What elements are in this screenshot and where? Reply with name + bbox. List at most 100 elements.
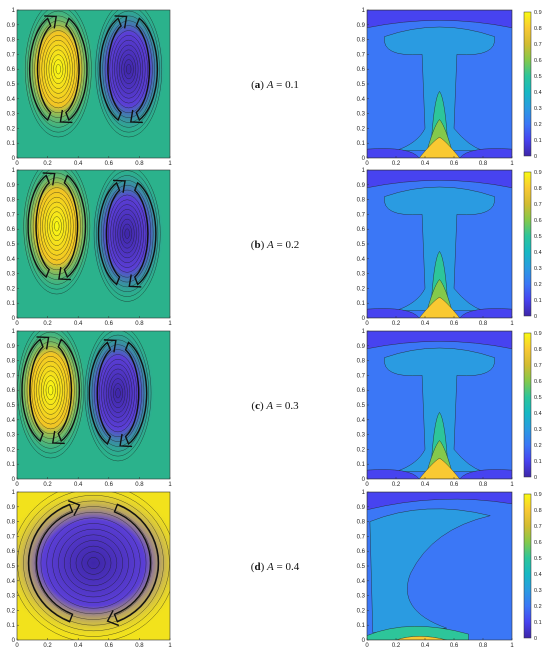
flow-arrow-band xyxy=(97,181,121,286)
panel-b: 0 0.2 0.4 0.6 0.8 1 0 0.1 0.2 0.3 0.4 0.5 0.6 0.7 0.8 0… xyxy=(7,168,542,327)
colorbar-tick-label: 0.3 xyxy=(534,427,542,433)
isotherm-plot: 0 0.2 0.4 0.6 0.8 1 0 0.1 0.2 0.3 0.4 0.5 0.6 0.7 0.8 0… xyxy=(357,168,542,327)
streamline xyxy=(42,197,72,256)
y-tick-label: 0.8 xyxy=(7,38,16,44)
isotherm-field xyxy=(367,10,512,158)
x-tick-label: 0.2 xyxy=(392,321,401,327)
x-tick-label: 0.6 xyxy=(105,643,114,649)
colorbar-tick-label: 0.9 xyxy=(534,492,542,498)
vortex-core xyxy=(89,170,165,301)
x-tick-label: 0.8 xyxy=(479,321,488,327)
stream-function-plot: 0 0.2 0.4 0.6 0.8 1 0 0.1 0.2 0.3 0.4 0.5 0.6 0.7 0.8 0… xyxy=(7,168,173,327)
streamline xyxy=(108,373,128,413)
y-tick-label: 0.6 xyxy=(357,227,366,233)
streamline xyxy=(98,354,138,433)
streamline xyxy=(25,170,88,290)
colorbar-tick-label: 0.5 xyxy=(534,556,542,562)
x-tick-label: 1 xyxy=(510,161,514,167)
y-tick-label: 0 xyxy=(12,638,16,644)
streamline xyxy=(46,44,71,94)
panel-caption: (b) A = 0.2 xyxy=(251,239,299,251)
x-tick-label: 0.8 xyxy=(479,161,488,167)
y-tick-label: 0.3 xyxy=(357,594,366,600)
isotherm-band xyxy=(367,626,469,640)
x-tick-label: 0 xyxy=(365,643,369,649)
y-tick-label: 0.2 xyxy=(357,126,366,132)
stream-function-plot: 0 0.2 0.4 0.6 0.8 1 0 0.1 0.2 0.3 0.4 0.5 0.6 0.7 0.8 0… xyxy=(7,8,173,167)
streamline xyxy=(109,30,148,109)
isotherm-band xyxy=(418,297,461,318)
streamline xyxy=(101,359,135,428)
streamline xyxy=(31,351,70,430)
x-tick-label: 0.8 xyxy=(135,643,144,649)
y-tick-label: 0.4 xyxy=(7,97,16,103)
streamline xyxy=(17,492,170,637)
flow-arrow-head xyxy=(106,610,120,627)
streamline xyxy=(97,10,160,133)
colorbar-tick-label: 0.6 xyxy=(534,218,542,224)
y-tick-label: 0.4 xyxy=(7,257,16,263)
panel-c: 0 0.2 0.4 0.6 0.8 1 0 0.1 0.2 0.3 0.4 0.5 0.6 0.7 0.8 0… xyxy=(7,329,542,488)
x-tick-label: 0 xyxy=(365,321,369,327)
streamline xyxy=(58,528,129,598)
panel-caption: (c) A = 0.3 xyxy=(251,400,299,412)
x-tick-label: 0.2 xyxy=(392,643,401,649)
y-tick-label: 0.8 xyxy=(7,520,16,526)
streamline xyxy=(24,336,77,444)
y-tick-label: 0.2 xyxy=(7,447,16,453)
y-tick-label: 0.8 xyxy=(357,520,366,526)
y-tick-label: 0.7 xyxy=(357,52,366,58)
x-tick-label: 0.8 xyxy=(135,161,144,167)
x-tick-label: 0.4 xyxy=(421,482,430,488)
colorbar-tick-label: 0.8 xyxy=(534,347,542,353)
y-tick-label: 1 xyxy=(362,8,366,14)
flow-arrow-band xyxy=(65,17,88,122)
panel-caption: (d) A = 0.4 xyxy=(251,561,300,573)
streamline xyxy=(122,223,133,244)
x-tick-label: 0.6 xyxy=(450,643,459,649)
stream-function-plot: 0 0.2 0.4 0.6 0.8 1 0 0.1 0.2 0.3 0.4 0.5 0.6 0.7 0.8 0… xyxy=(7,490,173,649)
isotherm-band xyxy=(384,347,495,472)
streamline xyxy=(87,331,149,457)
y-tick-label: 0.1 xyxy=(357,141,366,147)
flow-arrow-band xyxy=(21,338,44,443)
streamline xyxy=(94,344,142,442)
contour-field xyxy=(17,331,156,462)
x-tick-label: 0.6 xyxy=(105,482,114,488)
x-tick-label: 0 xyxy=(15,321,19,327)
streamline xyxy=(93,170,161,302)
flow-arrow-head xyxy=(114,15,128,29)
y-tick-label: 0.9 xyxy=(357,23,366,29)
streamline xyxy=(96,170,159,297)
x-tick-label: 0.4 xyxy=(421,321,430,327)
y-tick-label: 1 xyxy=(12,490,16,496)
x-tick-label: 0.2 xyxy=(43,321,52,327)
x-tick-label: 0.8 xyxy=(479,643,488,649)
streamline xyxy=(121,54,136,84)
y-tick-label: 0.7 xyxy=(7,373,16,379)
x-tick-label: 0.4 xyxy=(421,643,430,649)
colorbar-tick-label: 0.4 xyxy=(534,250,542,256)
flow-arrow-head xyxy=(59,109,73,124)
x-tick-label: 1 xyxy=(168,482,172,488)
streamline xyxy=(108,194,147,273)
y-tick-label: 0.4 xyxy=(357,579,366,585)
streamline xyxy=(100,180,154,288)
y-tick-label: 0.2 xyxy=(7,126,16,132)
isotherm-band xyxy=(418,458,461,479)
streamline xyxy=(104,20,153,118)
x-tick-label: 0.8 xyxy=(135,482,144,488)
y-tick-label: 0.3 xyxy=(357,433,366,439)
stream-function-plot: 0 0.2 0.4 0.6 0.8 1 0 0.1 0.2 0.3 0.4 0.5 0.6 0.7 0.8 0… xyxy=(7,329,173,488)
streamline xyxy=(26,341,75,439)
colorbar-tick-label: 0.4 xyxy=(534,572,542,578)
flow-arrow-head xyxy=(67,500,81,516)
streamline xyxy=(115,388,121,399)
flow-arrow-band xyxy=(133,181,157,286)
colorbar-tick-label: 0.2 xyxy=(534,443,542,449)
colorbar-tick-label: 0.1 xyxy=(534,138,542,144)
x-tick-label: 0 xyxy=(15,482,19,488)
y-tick-label: 0.1 xyxy=(7,141,16,147)
y-tick-label: 0.5 xyxy=(357,82,366,88)
x-tick-label: 0.2 xyxy=(392,161,401,167)
